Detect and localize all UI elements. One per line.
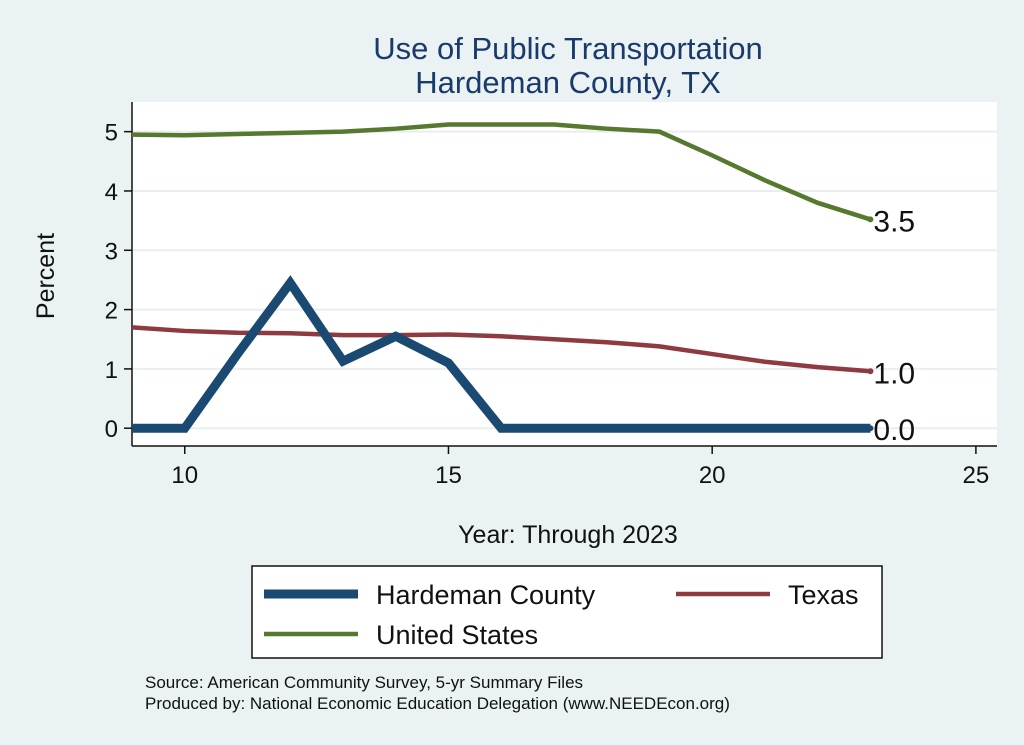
source-note: Produced by: National Economic Education… [145, 694, 730, 713]
end-value-label: 1.0 [873, 357, 915, 390]
end-value-label: 3.5 [873, 205, 915, 238]
y-tick-label: 2 [105, 298, 118, 325]
x-tick-label: 10 [171, 462, 198, 489]
y-tick-label: 4 [105, 179, 118, 206]
legend-label: Hardeman County [376, 580, 596, 610]
x-tick-label: 15 [435, 462, 462, 489]
series-line-hardeman-county [132, 275, 871, 433]
series-line-united-states [131, 122, 872, 222]
end-point-marker [867, 216, 874, 223]
chart-title-line: Use of Public Transportation [373, 31, 762, 66]
end-point-marker [867, 368, 874, 375]
x-tick-label: 25 [963, 462, 990, 489]
x-axis-title: Year: Through 2023 [458, 521, 678, 549]
chart-title-line: Hardeman County, TX [415, 65, 721, 100]
x-tick-label: 20 [699, 462, 726, 489]
plot-area [132, 102, 997, 446]
legend-label: Texas [788, 580, 859, 610]
y-tick-label: 3 [105, 238, 118, 265]
y-axis-title: Percent [32, 233, 60, 319]
legend-box [251, 565, 883, 659]
end-point-marker [867, 425, 874, 432]
legend-label: United States [376, 620, 538, 650]
y-tick-label: 5 [105, 120, 118, 147]
end-value-label: 0.0 [873, 414, 915, 447]
y-tick-label: 1 [105, 357, 118, 384]
y-tick-label: 0 [105, 416, 118, 443]
source-note: Source: American Community Survey, 5-yr … [145, 673, 583, 692]
